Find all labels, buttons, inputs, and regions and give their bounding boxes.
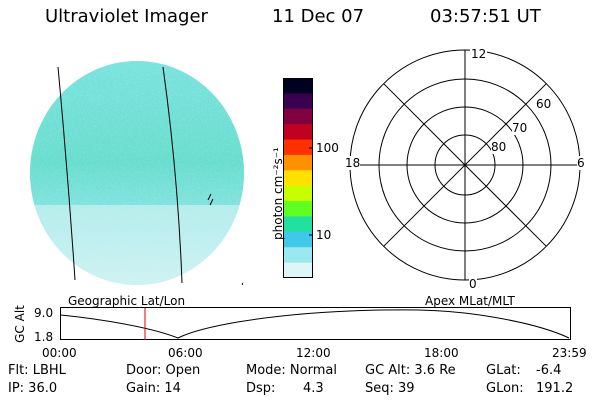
y-tick-top: 9.0 — [34, 306, 54, 320]
apex-label: Apex MLat/MLT — [425, 294, 515, 308]
instrument-title: Ultraviolet Imager — [45, 6, 208, 27]
seq-readout: Seq: 39 — [365, 381, 415, 396]
disk-marker: ʻ — [241, 282, 245, 293]
x-tick-1800: 18:00 — [424, 346, 459, 360]
colorbar-segment — [283, 154, 313, 171]
x-tick-0600: 06:00 — [168, 346, 203, 360]
y-tick-bottom: 1.8 — [34, 330, 54, 344]
colorbar-segment — [283, 185, 313, 202]
colorbar-tick-100: 100 — [316, 141, 339, 155]
gc-alt-readout: GC Alt: 3.6 Re — [365, 363, 456, 378]
mlt-label-6: 6 — [577, 156, 585, 170]
glat-readout-label: GLat: — [486, 363, 521, 378]
filter-readout: Flt: LBHL — [8, 363, 66, 378]
colorbar-segment — [283, 262, 313, 278]
polar-grid-plot — [349, 49, 581, 281]
dsp-readout-label: Dsp: — [246, 381, 276, 396]
geographic-label: Geographic Lat/Lon — [68, 294, 186, 308]
gc-alt-axis-title: GC Alt — [13, 305, 27, 343]
colorbar-segment — [283, 78, 313, 94]
colorbar-segment — [283, 201, 313, 217]
colorbar-segment — [283, 231, 313, 248]
colorbar-unit-label: photon cm⁻²s⁻¹ — [271, 147, 285, 240]
colorbar-segment — [283, 247, 313, 264]
glat-readout-value: -6.4 — [536, 363, 562, 378]
mlt-label-0: 0 — [469, 277, 477, 291]
time-label: 03:57:51 UT — [430, 6, 541, 27]
x-tick-1200: 12:00 — [296, 346, 331, 360]
mlt-label-18: 18 — [345, 156, 361, 170]
lat-label-60: 60 — [536, 97, 552, 111]
mlt-label-12: 12 — [470, 47, 488, 61]
earth-disk-image — [30, 61, 244, 285]
colorbar-segment — [283, 93, 313, 110]
glon-readout-label: GLon: — [486, 381, 524, 396]
gain-readout: Gain: 14 — [126, 381, 181, 396]
color-bar — [283, 78, 313, 278]
door-readout: Door: Open — [126, 363, 201, 378]
lat-label-70: 70 — [512, 121, 528, 135]
colorbar-segment — [283, 216, 313, 233]
dsp-readout-value: 4.3 — [303, 381, 324, 396]
gc-alt-timeline — [60, 307, 571, 340]
colorbar-segment — [283, 124, 313, 141]
meridian-line-left — [57, 66, 76, 281]
ip-readout: IP: 36.0 — [8, 381, 58, 396]
lat-label-80: 80 — [491, 140, 507, 154]
meridian-line-right — [162, 66, 183, 284]
colorbar-segment — [283, 139, 313, 156]
x-tick-2359: 23:59 — [552, 346, 587, 360]
gc-alt-curve — [60, 309, 570, 339]
mode-readout: Mode: Normal — [246, 363, 337, 378]
colorbar-tick-10: 10 — [316, 228, 332, 242]
glon-readout-value: 191.2 — [536, 381, 574, 396]
colorbar-segment — [283, 108, 313, 125]
date-label: 11 Dec 07 — [272, 6, 365, 27]
x-tick-0000: 00:00 — [42, 346, 77, 360]
colorbar-segment — [283, 170, 313, 187]
